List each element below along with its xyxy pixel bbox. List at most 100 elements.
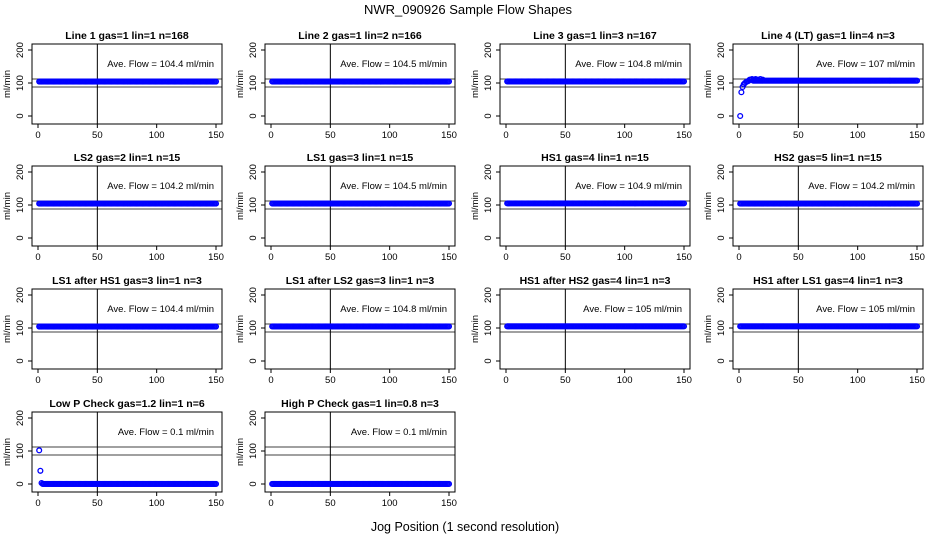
y-tick-label: 100 — [248, 197, 259, 213]
y-axis-label: ml/min — [235, 315, 246, 343]
x-tick-label: 100 — [149, 498, 165, 509]
chart-panel: Line 4 (LT) gas=1 lin=4 n=3 0 50 100 150 0 100… — [703, 30, 925, 141]
panel-title: LS1 gas=3 lin=1 n=15 — [307, 152, 414, 164]
y-tick-label: 200 — [248, 410, 259, 426]
plot-frame — [732, 288, 924, 370]
y-tick-label: 0 — [483, 235, 494, 240]
y-tick-label: 0 — [15, 235, 26, 240]
x-tick-label: 0 — [35, 375, 40, 386]
x-tick-label: 50 — [325, 252, 336, 263]
panel-title: HS1 after LS1 gas=4 lin=1 n=3 — [753, 275, 903, 287]
y-axis-label: ml/min — [2, 315, 13, 343]
chart-panel: HS1 gas=4 lin=1 n=15 0 50 100 150 0 100 200 ml/m… — [470, 152, 692, 263]
y-tick-label: 100 — [248, 443, 259, 459]
y-tick-label: 200 — [15, 164, 26, 180]
x-tick-label: 50 — [560, 130, 571, 141]
chart-panel: High P Check gas=1 lin=0.8 n=3 0 50 100 150 0… — [235, 398, 457, 509]
y-tick-label: 0 — [15, 113, 26, 118]
plot-frame — [31, 288, 223, 370]
plot-frame — [31, 411, 223, 493]
plot-frame — [264, 288, 456, 370]
x-tick-label: 150 — [909, 252, 925, 263]
ave-flow-annotation: Ave. Flow = 104.9 ml/min — [575, 181, 682, 192]
chart-panel: LS1 gas=3 lin=1 n=15 0 50 100 150 0 100 200 ml/m… — [235, 152, 457, 263]
y-axis-label: ml/min — [2, 192, 13, 220]
x-tick-label: 150 — [676, 375, 692, 386]
x-tick-label: 50 — [325, 375, 336, 386]
data-point — [680, 200, 688, 207]
y-tick-label: 200 — [248, 42, 259, 58]
ave-flow-annotation: Ave. Flow = 107 ml/min — [816, 59, 915, 70]
panel-title: Low P Check gas=1.2 lin=1 n=6 — [49, 398, 204, 410]
y-tick-label: 200 — [483, 42, 494, 58]
data-point — [37, 467, 44, 474]
y-axis-label: ml/min — [703, 192, 714, 220]
x-tick-label: 50 — [793, 252, 804, 263]
x-tick-label: 50 — [560, 375, 571, 386]
figure-x-axis-label: Jog Position (1 second resolution) — [371, 520, 559, 534]
x-tick-label: 0 — [736, 375, 741, 386]
y-axis-label: ml/min — [703, 70, 714, 98]
x-tick-label: 0 — [503, 130, 508, 141]
y-tick-label: 100 — [716, 75, 727, 91]
plot-frame — [732, 43, 924, 125]
ave-flow-annotation: Ave. Flow = 105 ml/min — [583, 304, 682, 315]
data-point — [680, 78, 688, 85]
y-tick-label: 200 — [483, 164, 494, 180]
y-tick-label: 100 — [716, 197, 727, 213]
ave-flow-annotation: Ave. Flow = 0.1 ml/min — [118, 427, 214, 438]
data-point — [212, 323, 220, 330]
plot-frame — [31, 43, 223, 125]
data-point — [445, 480, 453, 488]
y-tick-label: 0 — [248, 235, 259, 240]
x-tick-label: 0 — [503, 252, 508, 263]
x-tick-label: 150 — [208, 252, 224, 263]
y-tick-label: 0 — [716, 113, 727, 118]
x-tick-label: 150 — [441, 375, 457, 386]
x-tick-label: 100 — [382, 252, 398, 263]
y-tick-label: 100 — [483, 197, 494, 213]
data-point — [913, 200, 921, 207]
y-tick-label: 100 — [15, 320, 26, 336]
x-tick-label: 0 — [35, 130, 40, 141]
y-axis-label: ml/min — [2, 438, 13, 466]
ave-flow-annotation: Ave. Flow = 104.8 ml/min — [340, 304, 447, 315]
x-tick-label: 100 — [617, 130, 633, 141]
y-tick-label: 0 — [15, 358, 26, 363]
y-tick-label: 100 — [248, 75, 259, 91]
ave-flow-annotation: Ave. Flow = 0.1 ml/min — [351, 427, 447, 438]
x-tick-label: 0 — [35, 498, 40, 509]
y-tick-label: 0 — [716, 358, 727, 363]
ave-flow-annotation: Ave. Flow = 104.8 ml/min — [575, 59, 682, 70]
data-point — [737, 112, 744, 120]
x-tick-label: 100 — [149, 130, 165, 141]
y-tick-label: 200 — [15, 410, 26, 426]
ave-flow-annotation: Ave. Flow = 104.4 ml/min — [107, 304, 214, 315]
chart-panel: HS2 gas=5 lin=1 n=15 0 50 100 150 0 100 200 ml/m… — [703, 152, 925, 263]
chart-panel: Low P Check gas=1.2 lin=1 n=6 0 50 100 150 0 1… — [2, 398, 224, 509]
plot-frame — [31, 165, 223, 247]
x-tick-label: 0 — [35, 252, 40, 263]
x-tick-label: 50 — [560, 252, 571, 263]
plot-frame — [264, 43, 456, 125]
x-tick-label: 50 — [92, 130, 103, 141]
chart-panel: Line 1 gas=1 lin=1 n=168 0 50 100 150 0 100 200… — [2, 30, 224, 141]
x-tick-label: 100 — [149, 252, 165, 263]
data-point — [445, 78, 453, 85]
plot-frame — [264, 165, 456, 247]
x-tick-label: 0 — [503, 375, 508, 386]
y-axis-label: ml/min — [470, 315, 481, 343]
y-axis-label: ml/min — [235, 70, 246, 98]
x-tick-label: 100 — [149, 375, 165, 386]
y-tick-label: 0 — [716, 235, 727, 240]
x-tick-label: 0 — [736, 252, 741, 263]
x-tick-label: 100 — [382, 130, 398, 141]
x-tick-label: 100 — [382, 498, 398, 509]
ave-flow-annotation: Ave. Flow = 104.2 ml/min — [808, 181, 915, 192]
y-tick-label: 100 — [483, 75, 494, 91]
x-tick-label: 0 — [268, 130, 273, 141]
x-tick-label: 100 — [850, 375, 866, 386]
panel-title: Line 1 gas=1 lin=1 n=168 — [65, 30, 189, 42]
y-axis-label: ml/min — [235, 192, 246, 220]
